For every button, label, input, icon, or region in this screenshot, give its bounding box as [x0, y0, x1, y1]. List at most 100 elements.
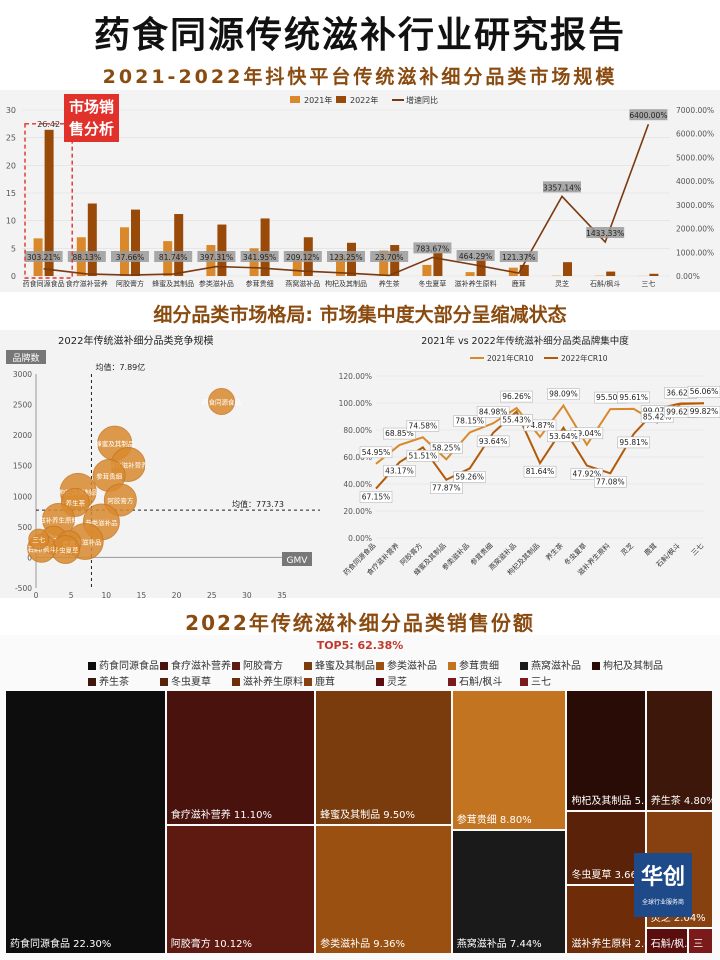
x-tick-label: 鹿茸 [512, 279, 526, 288]
bar-2022 [260, 218, 270, 276]
data-label: 53.64% [549, 432, 578, 441]
y2-tick-label: 2000.00% [676, 225, 714, 234]
treemap-cell: 养生茶 4.80% [646, 691, 712, 811]
treemap-cell-label: 灵芝 2.04% [650, 912, 706, 924]
bubble-label: 三七 [32, 535, 46, 544]
y2-tick-label: 5000.00% [676, 153, 714, 162]
y-tick-label: 20 [6, 161, 16, 170]
data-label-bg [430, 442, 463, 454]
data-label-bg [456, 249, 495, 261]
x-tick-label: 三七 [689, 541, 705, 557]
data-label: 81.74% [159, 253, 188, 262]
treemap-legend-item: 三七 [520, 673, 551, 688]
x-tick-label: 石斛/枫斗 [590, 279, 620, 288]
bar-2021 [336, 254, 345, 276]
data-label: 36.62% [666, 388, 695, 397]
x-tick-label: 5 [69, 591, 74, 598]
chart-title: 2022年传统滋补细分品类竞争规模 [58, 334, 213, 347]
bar-2021 [292, 259, 302, 276]
y-tick-label: 15 [6, 189, 16, 198]
x-tick-label: 0 [34, 591, 39, 598]
x-tick-label: 35 [277, 591, 287, 598]
bubble-label: 食疗滋补营养 [109, 460, 149, 469]
y-tick-label: 0.00% [348, 534, 372, 543]
legend-label: 2021年CR10 [487, 353, 534, 363]
bar-2022 [217, 224, 227, 276]
treemap-legend-item: 灵芝 [376, 673, 407, 688]
treemap-cell-label: 阿胶膏方 10.12% [170, 938, 253, 950]
treemap-cell: 三 [689, 928, 712, 953]
bubble [28, 528, 50, 550]
data-label: 1433.33% [586, 229, 624, 238]
data-label-bg [197, 251, 236, 262]
data-label: 303.21% [27, 253, 60, 262]
bar-line-chart: 2021年 2022年 增速同比 0 5 10 15 20 25 30 0.00% 1000.00% 2… [6, 95, 714, 288]
treemap-legend-item: 滋补养生原料 [232, 673, 303, 688]
x-tick-label: 25 [207, 591, 217, 598]
data-label-bg [413, 242, 452, 254]
data-label-bg [327, 251, 365, 262]
data-label-bg [24, 251, 63, 262]
treemap-legend-item: 石斛/枫斗 [448, 673, 502, 688]
data-label-bg [687, 385, 720, 398]
mean-x-label: 均值：7.89亿 [95, 362, 145, 372]
bubble-label: 滋补养生原料 [39, 516, 79, 525]
data-label-bg [370, 251, 409, 262]
bar-chart-panel: 2021年 2022年 增速同比 0 5 10 15 20 25 30 0.00% 1000.00% 2… [0, 90, 720, 292]
growth-line [43, 123, 650, 277]
y-tick-label: 5 [11, 244, 16, 253]
data-label: 55.43% [502, 416, 531, 425]
data-label-bg [500, 414, 533, 426]
data-label: 84.98% [479, 407, 508, 416]
data-label: 209.12% [286, 253, 319, 262]
treemap-legend-item: 阿胶膏方 [232, 657, 283, 672]
y2-tick-label: 3000.00% [676, 201, 714, 210]
data-label-bg [283, 251, 322, 262]
data-label: 47.92% [573, 470, 602, 479]
data-label: 99.62% [666, 408, 695, 417]
treemap-panel: TOP5: 62.38% 药食同源食品 食疗滋补营养 阿胶膏方 蜂蜜及其制品 参类滋补品… [0, 635, 720, 960]
bar-2022 [563, 262, 572, 276]
y-tick-label: 60.00% [343, 453, 372, 462]
treemap-cell-label: 参类滋补品 9.36% [320, 938, 406, 950]
treemap-cell-label: 药食同源食品 22.30% [10, 939, 112, 950]
data-label-bg [476, 435, 510, 448]
treemap-legend-item: 燕窝滋补品 [520, 657, 581, 672]
data-label: 95.81% [619, 438, 648, 447]
treemap-cell-label: 燕窝滋补品 7.44% [456, 938, 542, 950]
y-tick-label: 30 [6, 106, 16, 115]
bar-2022 [649, 273, 659, 276]
y-tick-label: 3000 [13, 370, 32, 379]
data-label: 464.29% [459, 252, 492, 261]
treemap-cell: 枸杞及其制品 5.10% [567, 691, 645, 811]
treemap-legend-item: 食疗滋补营养 [160, 657, 231, 672]
data-label-bg [453, 415, 486, 427]
x-tick-label: 鹿茸 [642, 541, 658, 557]
y-tick-label: 25 [6, 134, 16, 143]
data-label-bg [240, 251, 279, 262]
mean-y-label: 均值：773.73 [232, 499, 284, 509]
data-label: 3357.14% [543, 183, 581, 192]
bubble-label: 参茸贵细 [96, 471, 123, 480]
data-label-bg [500, 390, 533, 403]
data-label-bg [617, 436, 650, 449]
data-label: 99.07% [643, 407, 672, 416]
data-label: 56.06% [690, 387, 719, 396]
data-label-bg [406, 450, 440, 462]
bubble-label: 药食同源食品 [202, 398, 241, 407]
y-tick-label: 500 [18, 523, 33, 532]
data-label-bg [629, 109, 668, 121]
treemap-cell: 参类滋补品 9.36% [316, 825, 451, 953]
data-label-bg [586, 227, 625, 239]
chart-title: 2021年 vs 2022年传统滋补细分品类品牌集中度 [421, 335, 629, 347]
concentration-panel: 2022年传统滋补细分品类竞争规模 品牌数 GMV -500 0 500 1000 1500 2… [0, 330, 720, 598]
data-label: 95.50% [596, 393, 625, 402]
y2-tick-label: 1000.00% [676, 248, 714, 257]
treemap-cell-label: 参茸贵细 8.80% [456, 814, 532, 826]
x-tick-label: 枸杞及其制品 [325, 279, 367, 288]
data-label-bg [687, 405, 720, 418]
legend-swatch [336, 96, 346, 103]
treemap-cell-label: 食疗滋补营养 11.10% [170, 809, 273, 821]
data-label: 77.87% [432, 484, 461, 493]
logo-sub: 全球行业服务商 [641, 899, 684, 906]
